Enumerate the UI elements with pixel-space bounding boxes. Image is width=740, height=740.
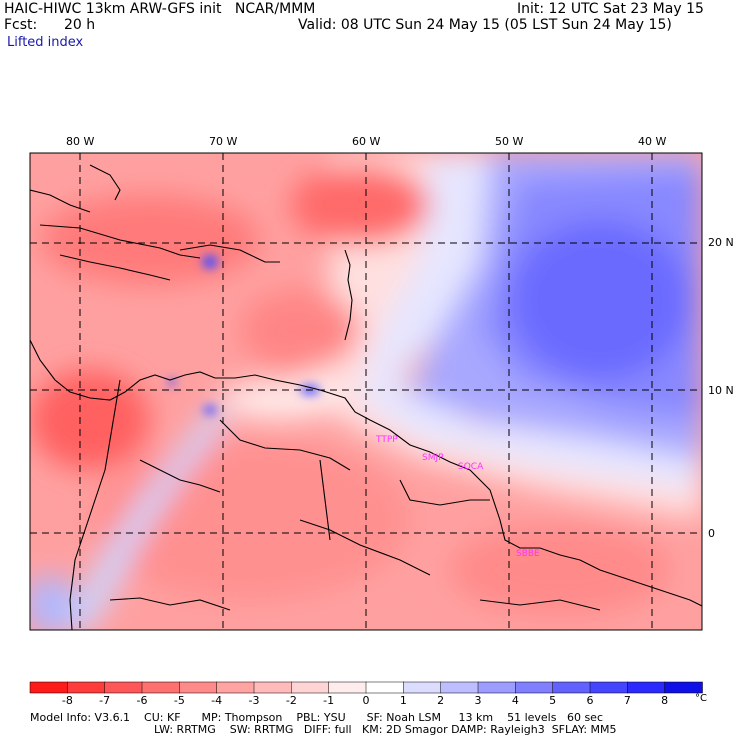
colorbar-tick-label: 2 [437,694,445,707]
lat-label-20n: 20 N [708,236,734,249]
colorbar-swatch [141,681,181,694]
colorbar-tick-label: 6 [586,694,594,707]
colorbar-tick-label: -8 [61,694,73,707]
colorbar-swatch [664,681,703,694]
model-info-line2: LW: RRTMG SW: RRTMG DIFF: full KM: 2D Sm… [154,723,617,736]
colorbar-tick-label: 0 [362,694,370,707]
lifted-index-field [30,153,702,630]
colorbar-tick-label: -1 [323,694,335,707]
lon-label-80w: 80 W [66,135,95,148]
stations: TTPP SMJP SOCA SBBE [375,435,540,559]
lat-label-10n: 10 N [708,384,734,397]
colorbar-tick-label: -5 [173,694,185,707]
colorbar-tick-label: -3 [248,694,260,707]
colorbar-swatch [29,681,69,694]
colorbar-swatch [627,681,666,694]
colorbar-swatch [328,681,367,694]
colorbar-swatch [104,681,143,694]
colorbar [29,681,703,694]
forecast-hour: 20 h [64,17,96,33]
colorbar-tick-label: 5 [549,694,557,707]
colorbar-swatch [515,681,554,694]
model-title: HAIC-HIWC 13km ARW-GFS init NCAR/MMM [4,1,316,17]
colorbar-swatch [403,681,442,694]
station-ttpp: TTPP [375,435,398,445]
valid-time: Valid: 08 UTC Sun 24 May 15 (05 LST Sun … [298,17,672,33]
colorbar-swatch [216,681,255,694]
lat-label-0: 0 [708,527,715,540]
lon-label-40w: 40 W [638,135,667,148]
model-info-line1: Model Info: V3.6.1 CU: KF MP: Thompson P… [30,711,603,724]
map-frame [29,152,703,631]
station-soca: SOCA [458,462,484,472]
colorbar-unit: °C [695,693,707,704]
colorbar-swatch [552,681,591,694]
colorbar-tick-label: -2 [285,694,297,707]
colorbar-swatch [179,681,218,694]
colorbar-tick-label: -7 [99,694,111,707]
latlon-grid [30,153,702,630]
lon-label-60w: 60 W [352,135,381,148]
forecast-label: Fcst: [4,17,38,33]
colorbar-swatch [365,681,405,694]
colorbar-tick-label: 8 [661,694,669,707]
lon-label-50w: 50 W [495,135,524,148]
colorbar-tick-label: 3 [474,694,482,707]
colorbar-swatch [440,681,479,694]
colorbar-swatch [291,681,330,694]
colorbar-tick-label: -4 [211,694,223,707]
colorbar-tick-label: 4 [511,694,519,707]
colorbar-tick-label: 1 [399,694,407,707]
station-smjp: SMJP [422,453,444,463]
colorbar-swatch [67,681,106,694]
station-sbbe: SBBE [516,549,540,559]
init-time: Init: 12 UTC Sat 23 May 15 [517,1,704,17]
coastlines [30,164,702,630]
colorbar-swatch [253,681,293,694]
colorbar-tick-label: -6 [136,694,148,707]
colorbar-tick-label: 7 [623,694,631,707]
lon-label-70w: 70 W [209,135,238,148]
colorbar-swatch [589,681,629,694]
field-name: Lifted index [7,35,84,50]
colorbar-swatch [477,681,517,694]
